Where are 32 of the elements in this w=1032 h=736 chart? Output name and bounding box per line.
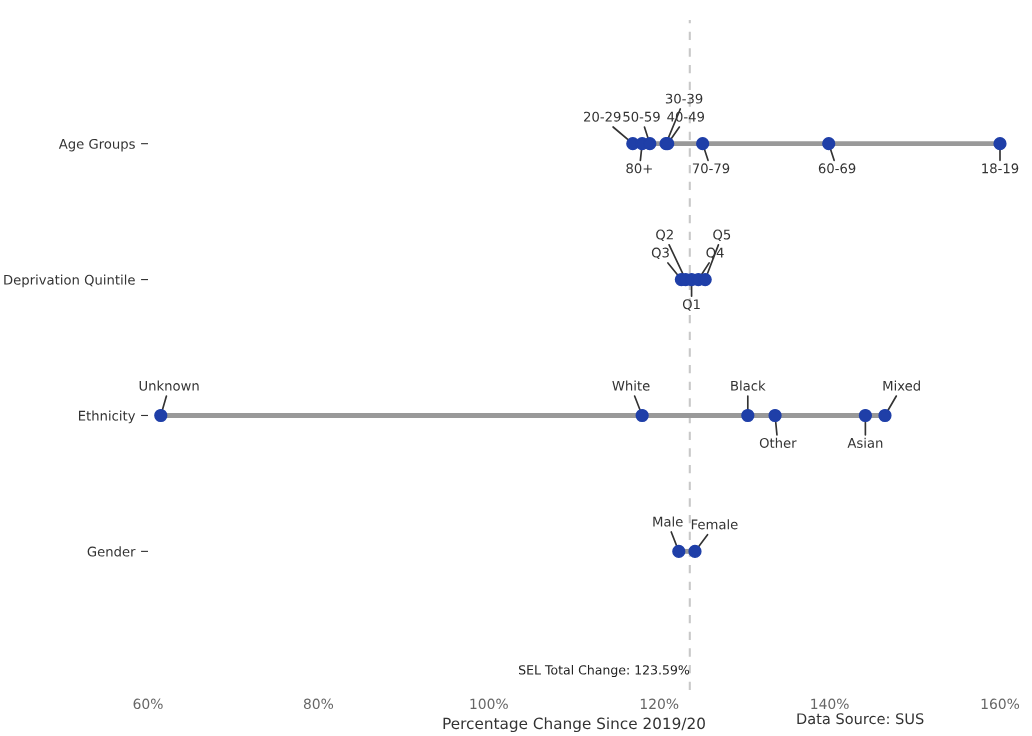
series-label: 18-19 bbox=[982, 163, 1019, 174]
y-tick-label: Ethnicity bbox=[78, 410, 136, 424]
series-label: Q3 bbox=[651, 247, 669, 260]
x-tick-label: 140% bbox=[811, 698, 849, 710]
series-label: 50-59 bbox=[623, 111, 660, 122]
x-tick-label: 80% bbox=[303, 698, 334, 710]
series-label: White bbox=[612, 380, 650, 391]
series-label: Male bbox=[653, 516, 683, 527]
series-label: Other bbox=[759, 437, 797, 448]
x-tick-label: 100% bbox=[470, 698, 508, 710]
series-label: 60-69 bbox=[818, 163, 856, 174]
x-tick-label: 120% bbox=[640, 698, 679, 710]
y-tick-label: Deprivation Quintile bbox=[4, 274, 135, 288]
x-tick-label: 60% bbox=[133, 698, 163, 710]
series-label: 70-79 bbox=[692, 163, 730, 174]
y-tick-label: Gender bbox=[87, 546, 136, 557]
series-label: 80+ bbox=[626, 163, 652, 174]
text: Q5 bbox=[713, 229, 731, 242]
series-label: Black bbox=[731, 380, 766, 391]
ref-line-label: SEL Total Change: 123.59% bbox=[519, 664, 690, 678]
series-label: Mixed bbox=[883, 380, 920, 391]
source-note: Data Source: SUS bbox=[797, 713, 924, 725]
series-label: Asian bbox=[847, 437, 883, 448]
series-label: Female bbox=[691, 519, 738, 530]
series-label: Q1 bbox=[682, 299, 700, 311]
text: 30-39 bbox=[665, 93, 703, 104]
x-tick-label: 160% bbox=[981, 698, 1020, 710]
text: Q2 bbox=[656, 229, 673, 242]
series-label: Unknown bbox=[139, 380, 199, 391]
x-axis-title: Percentage Change Since 2019/20 bbox=[443, 717, 705, 733]
series-label: 20-29 bbox=[584, 111, 621, 122]
y-tick-label: Age Groups bbox=[58, 138, 135, 152]
